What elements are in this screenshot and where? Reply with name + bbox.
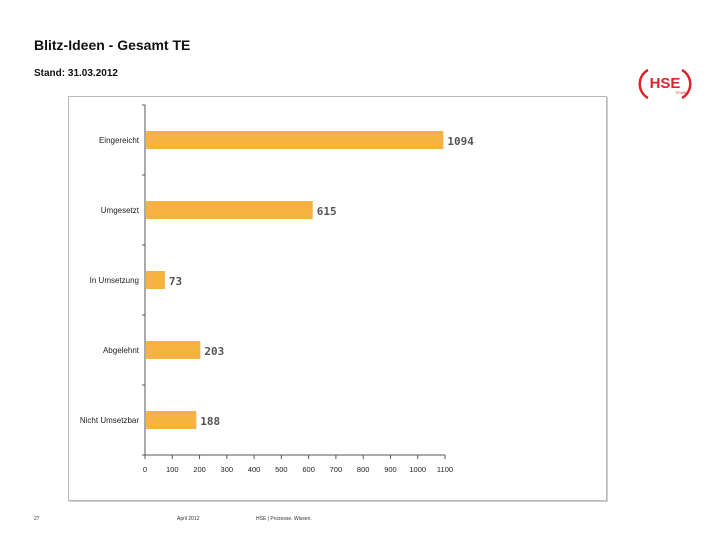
x-tick-label: 1100	[437, 465, 453, 474]
x-tick-label: 400	[248, 465, 261, 474]
value-label: 73	[169, 275, 182, 288]
x-tick-label: 900	[384, 465, 397, 474]
bar	[146, 411, 197, 429]
footer-claim: HSE | Prozesse. Wissen.	[256, 516, 312, 522]
bar-chart: 0 100 200 300 400 500 600 700 800 900 1000 1100 Eing…	[80, 104, 474, 474]
category-label: Eingereicht	[99, 136, 140, 145]
category-label: In Umsetzung	[90, 276, 139, 285]
x-tick-label: 500	[275, 465, 288, 474]
x-tick-label: 0	[143, 465, 147, 474]
value-label: 188	[200, 415, 220, 428]
page-title: Blitz-Ideen - Gesamt TE	[34, 37, 191, 53]
footer-date: April 2012	[177, 516, 200, 522]
bar	[146, 201, 313, 219]
footer-page-number: 27	[34, 516, 40, 522]
x-tick-label: 600	[302, 465, 315, 474]
value-label: 615	[317, 205, 337, 218]
logo-text: HSE	[650, 75, 681, 92]
category-label: Abgelehnt	[103, 346, 140, 355]
bar	[146, 341, 201, 359]
x-tick-label: 1000	[409, 465, 426, 474]
x-tick-label: 700	[330, 465, 343, 474]
x-tick-label: 100	[166, 465, 179, 474]
category-label: Umgesetzt	[101, 206, 140, 215]
chart-frame: 0 100 200 300 400 500 600 700 800 900 1000 1100 Eing…	[68, 96, 607, 501]
bar	[146, 271, 165, 289]
value-label: 1094	[447, 135, 474, 148]
x-tick-label: 200	[193, 465, 206, 474]
x-tick-label: 300	[221, 465, 234, 474]
page-subtitle: Stand: 31.03.2012	[34, 68, 118, 79]
value-label: 203	[204, 345, 224, 358]
hse-logo: HSE TE/AWS	[638, 68, 692, 100]
x-tick-label: 800	[357, 465, 370, 474]
category-label: Nicht Umsetzbar	[80, 416, 139, 425]
logo-tagline: TE/AWS	[675, 91, 689, 95]
bar	[146, 131, 444, 149]
